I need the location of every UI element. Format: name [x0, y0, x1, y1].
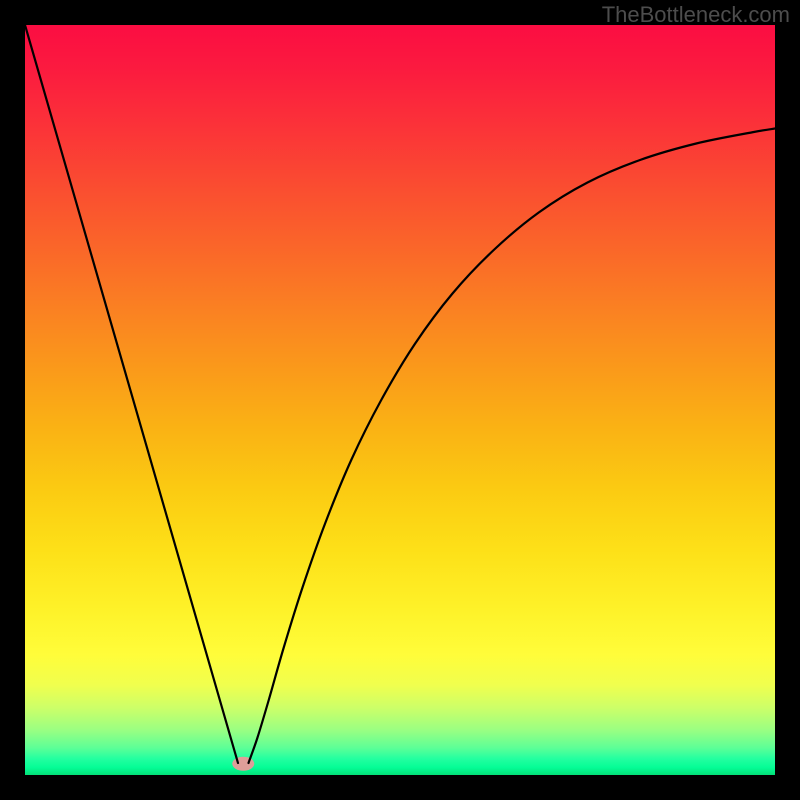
watermark-text: TheBottleneck.com	[602, 2, 790, 28]
chart-container: TheBottleneck.com	[0, 0, 800, 800]
bottleneck-chart	[0, 0, 800, 800]
plot-background	[25, 25, 775, 775]
